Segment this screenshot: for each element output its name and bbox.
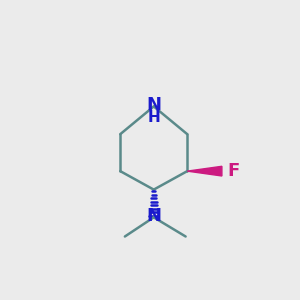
Text: N: N xyxy=(146,207,161,225)
Text: N: N xyxy=(146,96,161,114)
Polygon shape xyxy=(187,166,222,176)
Text: F: F xyxy=(227,162,239,180)
Text: H: H xyxy=(147,110,160,125)
